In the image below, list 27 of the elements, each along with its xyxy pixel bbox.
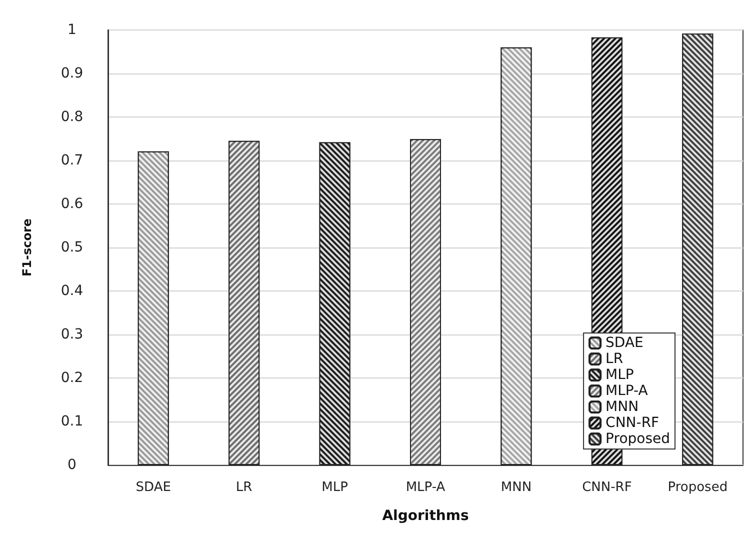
x-tick-label: LR: [236, 480, 252, 495]
y-tick-label: 0.6: [60, 196, 84, 212]
y-tick-label: 0: [68, 457, 76, 473]
y-tick-label: 0.2: [60, 370, 84, 386]
y-tick-label: 0.3: [60, 326, 84, 342]
y-axis-title: F1-score: [20, 218, 34, 277]
y-tick-label: 0.8: [60, 109, 84, 125]
x-tick-label: MNN: [500, 480, 532, 495]
legend-label: MNN: [606, 399, 639, 415]
legend-label: MLP: [606, 367, 634, 383]
x-axis-title: Algorithms: [382, 508, 469, 524]
y-tick-label: 0.9: [60, 66, 84, 82]
y-tick-label: 0.5: [60, 240, 84, 256]
x-tick-label: SDAE: [136, 480, 171, 495]
y-tick-label: 1: [68, 22, 76, 38]
x-tick-label: CNN-RF: [582, 480, 632, 495]
legend-label: MLP-A: [606, 383, 648, 399]
legend-label: LR: [606, 351, 624, 367]
y-tick-label: 0.7: [60, 152, 84, 168]
y-tick-label: 0.1: [60, 414, 84, 430]
legend-label: CNN-RF: [606, 415, 660, 431]
x-tick-label: MLP-A: [406, 480, 446, 495]
legend-label: SDAE: [606, 335, 644, 351]
x-tick-label: MLP: [322, 480, 348, 495]
y-tick-label: 0.4: [60, 283, 84, 299]
x-tick-label: Proposed: [668, 480, 728, 495]
legend-label: Proposed: [606, 431, 670, 447]
